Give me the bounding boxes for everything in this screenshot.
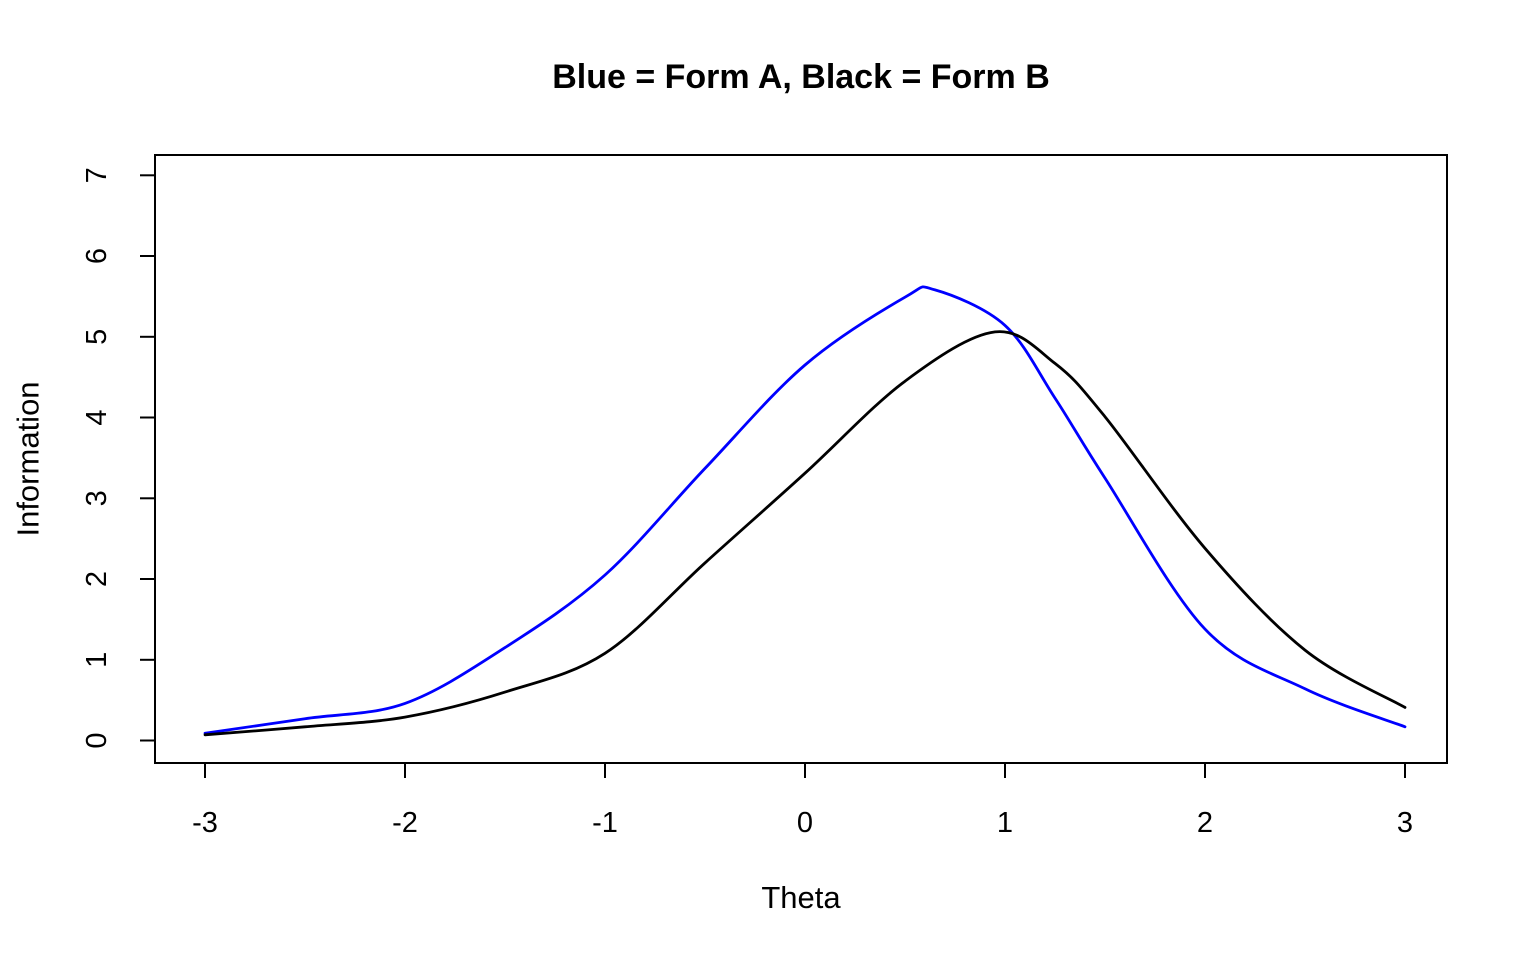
x-tick-label: 1: [997, 807, 1013, 839]
y-tick-label: 1: [81, 652, 113, 668]
series-line-form-a: [203, 285, 1407, 735]
axes-layer: -3 -2 -1 0 1 2 3 0 1 2 3 4 5 6 7: [81, 154, 1448, 839]
y-tick-label: 0: [81, 732, 113, 748]
y-tick-label: 3: [81, 490, 113, 506]
x-axis-label: Theta: [761, 880, 841, 915]
x-tick-label: 3: [1397, 807, 1413, 839]
x-tick-label: 0: [797, 807, 813, 839]
plot-box: [154, 154, 1448, 764]
y-tick-label: 5: [81, 329, 113, 345]
series-layer: [203, 285, 1407, 737]
y-tick-label: 6: [81, 248, 113, 264]
y-axis-label: Information: [11, 381, 46, 536]
x-tick-label: 2: [1197, 807, 1213, 839]
chart-title: Blue = Form A, Black = Form B: [552, 58, 1050, 96]
y-tick-label: 7: [81, 167, 113, 183]
x-tick-label: -2: [392, 807, 418, 839]
x-tick-label: -1: [592, 807, 618, 839]
x-tick-label: -3: [192, 807, 218, 839]
y-tick-label: 2: [81, 571, 113, 587]
series-line-form-b: [203, 330, 1407, 737]
y-tick-label: 4: [81, 409, 113, 425]
